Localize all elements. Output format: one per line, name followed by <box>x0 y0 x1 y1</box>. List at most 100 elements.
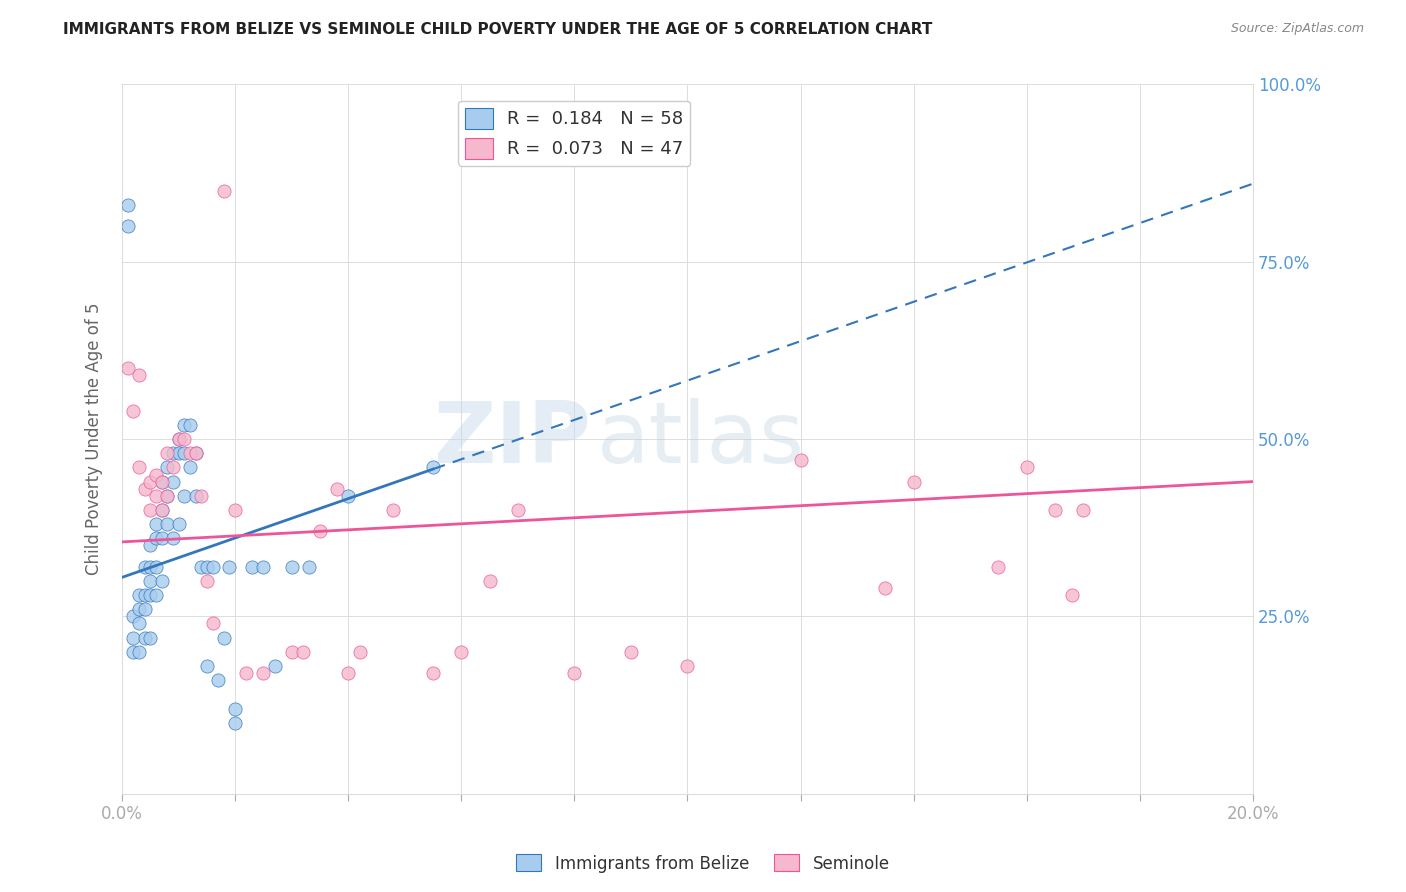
Point <box>1060 588 1083 602</box>
Point <box>195 659 218 673</box>
Point <box>478 574 501 588</box>
Point <box>128 460 150 475</box>
Point <box>620 645 643 659</box>
Point <box>167 517 190 532</box>
Point <box>156 489 179 503</box>
Point <box>145 517 167 532</box>
Point <box>1015 460 1038 475</box>
Point <box>128 602 150 616</box>
Point <box>139 574 162 588</box>
Point <box>156 517 179 532</box>
Point <box>150 503 173 517</box>
Point <box>134 482 156 496</box>
Point <box>179 417 201 432</box>
Text: IMMIGRANTS FROM BELIZE VS SEMINOLE CHILD POVERTY UNDER THE AGE OF 5 CORRELATION : IMMIGRANTS FROM BELIZE VS SEMINOLE CHILD… <box>63 22 932 37</box>
Point <box>173 417 195 432</box>
Point <box>117 198 139 212</box>
Point <box>156 446 179 460</box>
Point <box>212 184 235 198</box>
Text: Source: ZipAtlas.com: Source: ZipAtlas.com <box>1230 22 1364 36</box>
Point <box>173 432 195 446</box>
Point <box>128 616 150 631</box>
Point <box>145 467 167 482</box>
Point <box>224 503 246 517</box>
Point <box>291 645 314 659</box>
Point <box>150 475 173 489</box>
Point <box>450 645 472 659</box>
Point <box>337 489 360 503</box>
Point <box>139 503 162 517</box>
Point <box>145 532 167 546</box>
Point <box>789 453 811 467</box>
Point <box>240 559 263 574</box>
Point <box>184 489 207 503</box>
Point <box>218 559 240 574</box>
Point <box>179 446 201 460</box>
Point <box>987 559 1010 574</box>
Point <box>150 574 173 588</box>
Point <box>422 460 444 475</box>
Point <box>349 645 371 659</box>
Point <box>122 403 145 417</box>
Point <box>122 609 145 624</box>
Point <box>139 475 162 489</box>
Point <box>224 701 246 715</box>
Point <box>184 446 207 460</box>
Text: atlas: atlas <box>598 398 806 481</box>
Point <box>875 581 897 595</box>
Point <box>224 715 246 730</box>
Point <box>422 666 444 681</box>
Point <box>134 559 156 574</box>
Y-axis label: Child Poverty Under the Age of 5: Child Poverty Under the Age of 5 <box>86 302 103 575</box>
Point <box>156 489 179 503</box>
Point <box>252 559 274 574</box>
Point <box>139 588 162 602</box>
Point <box>117 219 139 234</box>
Point <box>564 666 586 681</box>
Point <box>207 673 229 688</box>
Point <box>382 503 405 517</box>
Point <box>167 432 190 446</box>
Point <box>128 588 150 602</box>
Point <box>117 361 139 376</box>
Point <box>212 631 235 645</box>
Point <box>309 524 332 539</box>
Point <box>280 559 302 574</box>
Point <box>195 559 218 574</box>
Legend: Immigrants from Belize, Seminole: Immigrants from Belize, Seminole <box>510 847 896 880</box>
Point <box>134 631 156 645</box>
Point <box>128 645 150 659</box>
Point <box>162 532 184 546</box>
Point <box>184 446 207 460</box>
Point <box>167 446 190 460</box>
Point <box>1071 503 1094 517</box>
Point <box>162 460 184 475</box>
Point <box>139 559 162 574</box>
Point <box>134 602 156 616</box>
Point <box>252 666 274 681</box>
Point <box>162 475 184 489</box>
Point <box>122 631 145 645</box>
Point <box>179 460 201 475</box>
Point <box>903 475 925 489</box>
Point <box>201 616 224 631</box>
Point <box>139 538 162 552</box>
Point <box>128 368 150 383</box>
Point <box>263 659 285 673</box>
Point <box>162 446 184 460</box>
Point <box>134 588 156 602</box>
Point <box>235 666 257 681</box>
Point <box>156 460 179 475</box>
Point <box>150 532 173 546</box>
Point <box>145 588 167 602</box>
Point <box>506 503 529 517</box>
Text: ZIP: ZIP <box>433 398 592 481</box>
Point <box>1043 503 1066 517</box>
Legend: R =  0.184   N = 58, R =  0.073   N = 47: R = 0.184 N = 58, R = 0.073 N = 47 <box>458 101 690 166</box>
Point <box>298 559 321 574</box>
Point <box>122 645 145 659</box>
Point <box>190 489 212 503</box>
Point <box>150 475 173 489</box>
Point <box>150 503 173 517</box>
Point <box>676 659 699 673</box>
